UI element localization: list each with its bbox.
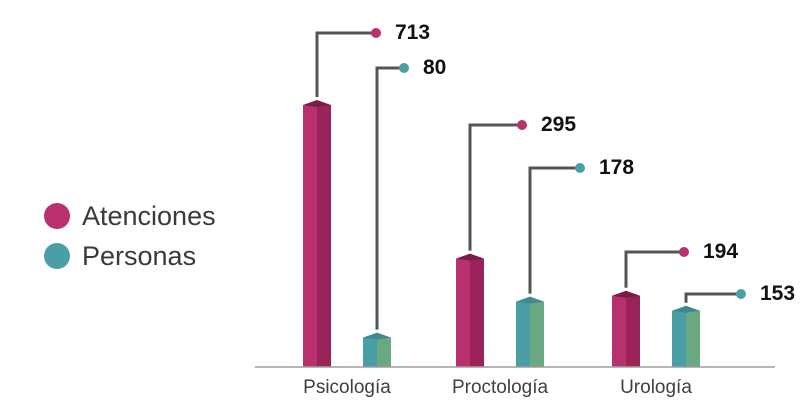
svg-text:194: 194	[703, 240, 738, 263]
svg-text:178: 178	[599, 156, 634, 179]
data-labels: 713 80 295 178 194 153	[315, 21, 795, 330]
bars-layer	[303, 100, 700, 367]
svg-text:153: 153	[760, 282, 795, 305]
bar-personas-proctologia	[516, 296, 544, 367]
data-label-atenciones-proctologia: 295	[468, 113, 576, 251]
legend: Atenciones Personas	[44, 196, 216, 276]
data-label-atenciones-urologia: 194	[624, 240, 738, 288]
bar-atenciones-urologia	[612, 290, 640, 367]
data-label-personas-proctologia: 178	[528, 156, 634, 294]
x-tick-psicologia: Psicología	[303, 377, 391, 398]
legend-dot-atenciones	[44, 203, 70, 229]
x-tick-proctologia: Proctología	[452, 377, 549, 398]
bar-personas-urologia	[672, 305, 700, 367]
svg-text:713: 713	[395, 21, 430, 44]
x-tick-labels: Psicología Proctología Urología	[303, 377, 692, 398]
legend-label-personas: Personas	[82, 240, 197, 271]
svg-text:80: 80	[423, 56, 446, 79]
legend-item-personas: Personas	[44, 236, 216, 276]
legend-item-atenciones: Atenciones	[44, 196, 216, 236]
legend-dot-personas	[44, 243, 70, 269]
bar-personas-psicologia	[363, 332, 391, 367]
x-tick-urologia: Urología	[620, 377, 692, 398]
data-label-atenciones-psicologia: 713	[315, 21, 430, 97]
data-label-personas-psicologia: 80	[375, 56, 446, 330]
svg-text:295: 295	[541, 113, 576, 136]
data-label-personas-urologia: 153	[684, 282, 795, 305]
bar-atenciones-psicologia	[303, 100, 331, 367]
bar-atenciones-proctologia	[456, 253, 484, 367]
legend-label-atenciones: Atenciones	[82, 200, 216, 231]
